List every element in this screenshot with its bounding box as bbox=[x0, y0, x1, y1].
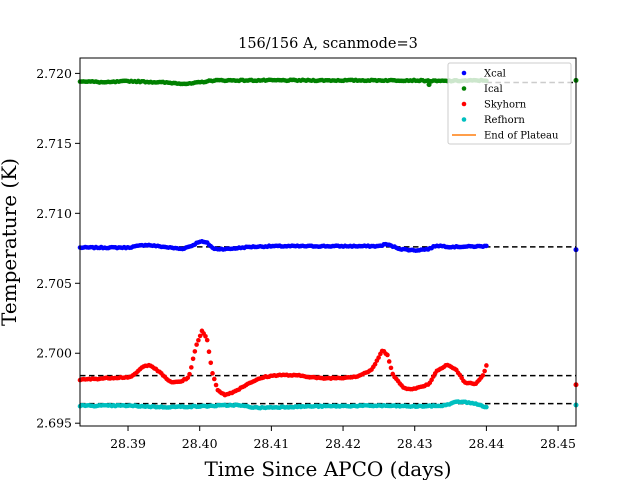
legend-swatch bbox=[461, 117, 467, 122]
x-tick-label: 28.42 bbox=[325, 436, 361, 451]
data-point bbox=[196, 337, 201, 343]
data-points bbox=[77, 77, 579, 411]
data-point bbox=[429, 377, 434, 383]
y-tick-label: 2.715 bbox=[36, 136, 72, 151]
data-point bbox=[211, 376, 217, 382]
legend-label: Xcal bbox=[484, 69, 506, 80]
data-point bbox=[192, 349, 198, 354]
x-tick-label: 28.44 bbox=[469, 436, 505, 451]
y-tick-label: 2.700 bbox=[36, 346, 72, 361]
legend-box bbox=[447, 62, 572, 145]
legend: Xcal Ical Skyhorn Refhorn End of Plateau bbox=[447, 62, 572, 145]
data-point bbox=[197, 333, 203, 339]
y-tick-label: 2.705 bbox=[36, 276, 72, 291]
x-axis-label: Time Since APCO (days) bbox=[204, 457, 451, 480]
data-point bbox=[386, 359, 392, 364]
legend-swatch bbox=[461, 101, 467, 107]
chart-title: 156/156 A, scanmode=3 bbox=[238, 36, 418, 52]
y-axis-ticks: 2.695 2.700 2.705 2.710 2.715 2.720 bbox=[36, 66, 80, 431]
data-point bbox=[480, 373, 486, 378]
x-tick-label: 28.43 bbox=[397, 436, 433, 451]
plot-frame bbox=[79, 57, 577, 427]
data-point bbox=[185, 375, 191, 381]
data-point bbox=[206, 349, 212, 355]
x-tick-label: 28.39 bbox=[110, 436, 146, 451]
data-point bbox=[190, 356, 196, 362]
x-tick-label: 28.40 bbox=[182, 436, 218, 451]
data-point bbox=[388, 365, 394, 371]
data-point bbox=[482, 368, 487, 374]
series-xcal bbox=[77, 239, 579, 253]
data-point bbox=[213, 382, 219, 388]
y-axis-label: Temperature (K) bbox=[0, 158, 21, 326]
series-refhorn bbox=[77, 399, 579, 411]
data-point bbox=[372, 361, 378, 367]
legend-label: Ical bbox=[484, 84, 503, 95]
data-point bbox=[210, 371, 215, 376]
data-point bbox=[484, 404, 489, 410]
data-point bbox=[189, 365, 194, 370]
data-point bbox=[484, 243, 489, 249]
y-tick-label: 2.695 bbox=[36, 416, 72, 431]
legend-label: End of Plateau bbox=[484, 131, 559, 142]
data-point bbox=[194, 342, 199, 347]
y-tick-label: 2.720 bbox=[36, 66, 72, 81]
x-axis-ticks: 28.39 28.40 28.41 28.42 28.43 28.44 28.45 bbox=[110, 426, 576, 451]
x-tick-label: 28.45 bbox=[540, 436, 576, 451]
data-point bbox=[484, 363, 489, 368]
y-tick-label: 2.710 bbox=[36, 206, 72, 221]
data-point bbox=[376, 355, 381, 360]
legend-label: Skyhorn bbox=[484, 100, 527, 111]
legend-label: Refhorn bbox=[484, 115, 525, 126]
data-point bbox=[426, 82, 432, 88]
data-point bbox=[187, 371, 192, 377]
x-tick-label: 28.41 bbox=[253, 436, 289, 451]
data-point bbox=[203, 334, 208, 339]
legend-swatch bbox=[461, 70, 467, 76]
series-ical bbox=[77, 77, 579, 88]
data-point bbox=[208, 360, 214, 366]
legend-swatch bbox=[461, 86, 467, 91]
data-point bbox=[204, 337, 210, 343]
series-skyhorn bbox=[77, 328, 579, 398]
data-point bbox=[385, 352, 390, 358]
